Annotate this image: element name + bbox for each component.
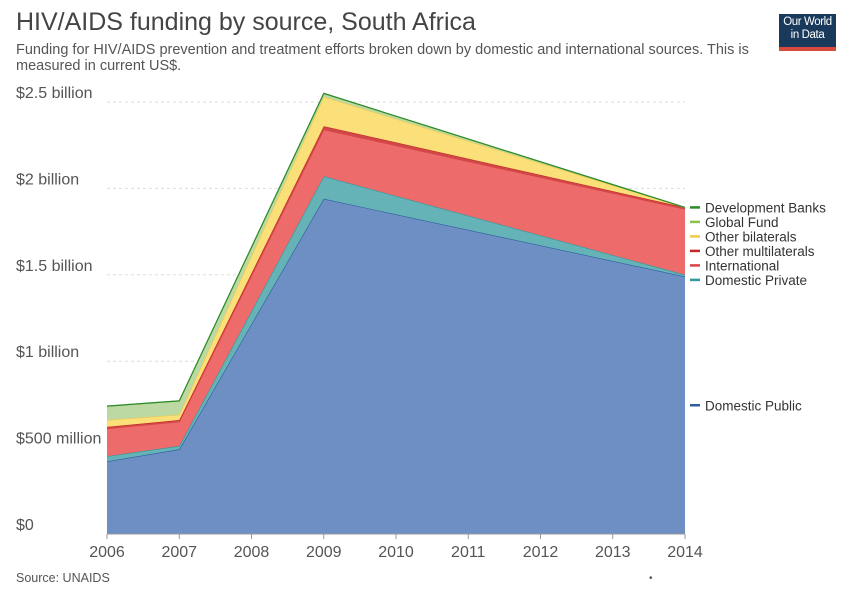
area-international[interactable]: [107, 129, 685, 457]
x-tick-label: 2011: [451, 544, 486, 561]
x-tick-label: 2010: [378, 544, 414, 561]
y-tick-label: $2.5 billion: [16, 85, 93, 102]
x-tick-label: 2013: [595, 544, 631, 561]
y-tick-label: $1 billion: [16, 344, 79, 361]
logo-line-2: in Data: [790, 28, 825, 41]
y-tick-label: $1.5 billion: [16, 258, 93, 275]
owid-logo[interactable]: Our World in Data: [779, 14, 836, 51]
source-note[interactable]: Source: UNAIDS: [16, 571, 110, 585]
legend-label-domestic-public[interactable]: Domestic Public: [705, 398, 802, 413]
legend-label-domestic-private[interactable]: Domestic Private: [705, 273, 807, 288]
line-development-banks: [106, 92, 686, 407]
chart-title: HIV/AIDS funding by source, South Africa: [16, 8, 476, 36]
y-tick-label: $500 million: [16, 431, 101, 448]
x-tick-label: 2007: [161, 544, 197, 561]
legend-label-other-bilaterals[interactable]: Other bilaterals: [705, 229, 797, 244]
chart-subtitle: Funding for HIV/AIDS prevention and trea…: [16, 42, 749, 74]
y-tick-label: $2 billion: [16, 171, 79, 188]
y-axis-ticks: $0 $500 million $1 billion $1.5 billion $2 b…: [16, 85, 101, 534]
line-other-multilaterals: [106, 125, 686, 428]
x-tick-label: 2009: [306, 544, 342, 561]
y-tick-label: $0: [16, 517, 34, 534]
area-series[interactable]: [106, 92, 686, 535]
x-tick-label: 2006: [89, 544, 125, 561]
legend-label-global-fund[interactable]: Global Fund: [705, 215, 779, 230]
x-axis-ticks: 2006 2007 2008 2009 2010 2011 2012 2013 2014: [89, 533, 703, 561]
footer-dot: •: [649, 573, 653, 584]
logo-line-1: Our World: [783, 16, 832, 28]
x-tick-label: 2014: [667, 544, 703, 561]
legend-label-other-multilaterals[interactable]: Other multilaterals: [705, 244, 815, 259]
legend-label-international[interactable]: International: [705, 258, 779, 273]
x-tick-label: 2008: [234, 544, 270, 561]
x-tick-label: 2012: [523, 544, 559, 561]
area-domestic-public[interactable]: [107, 198, 685, 535]
legend-label-development-banks[interactable]: Development Banks: [705, 200, 826, 215]
